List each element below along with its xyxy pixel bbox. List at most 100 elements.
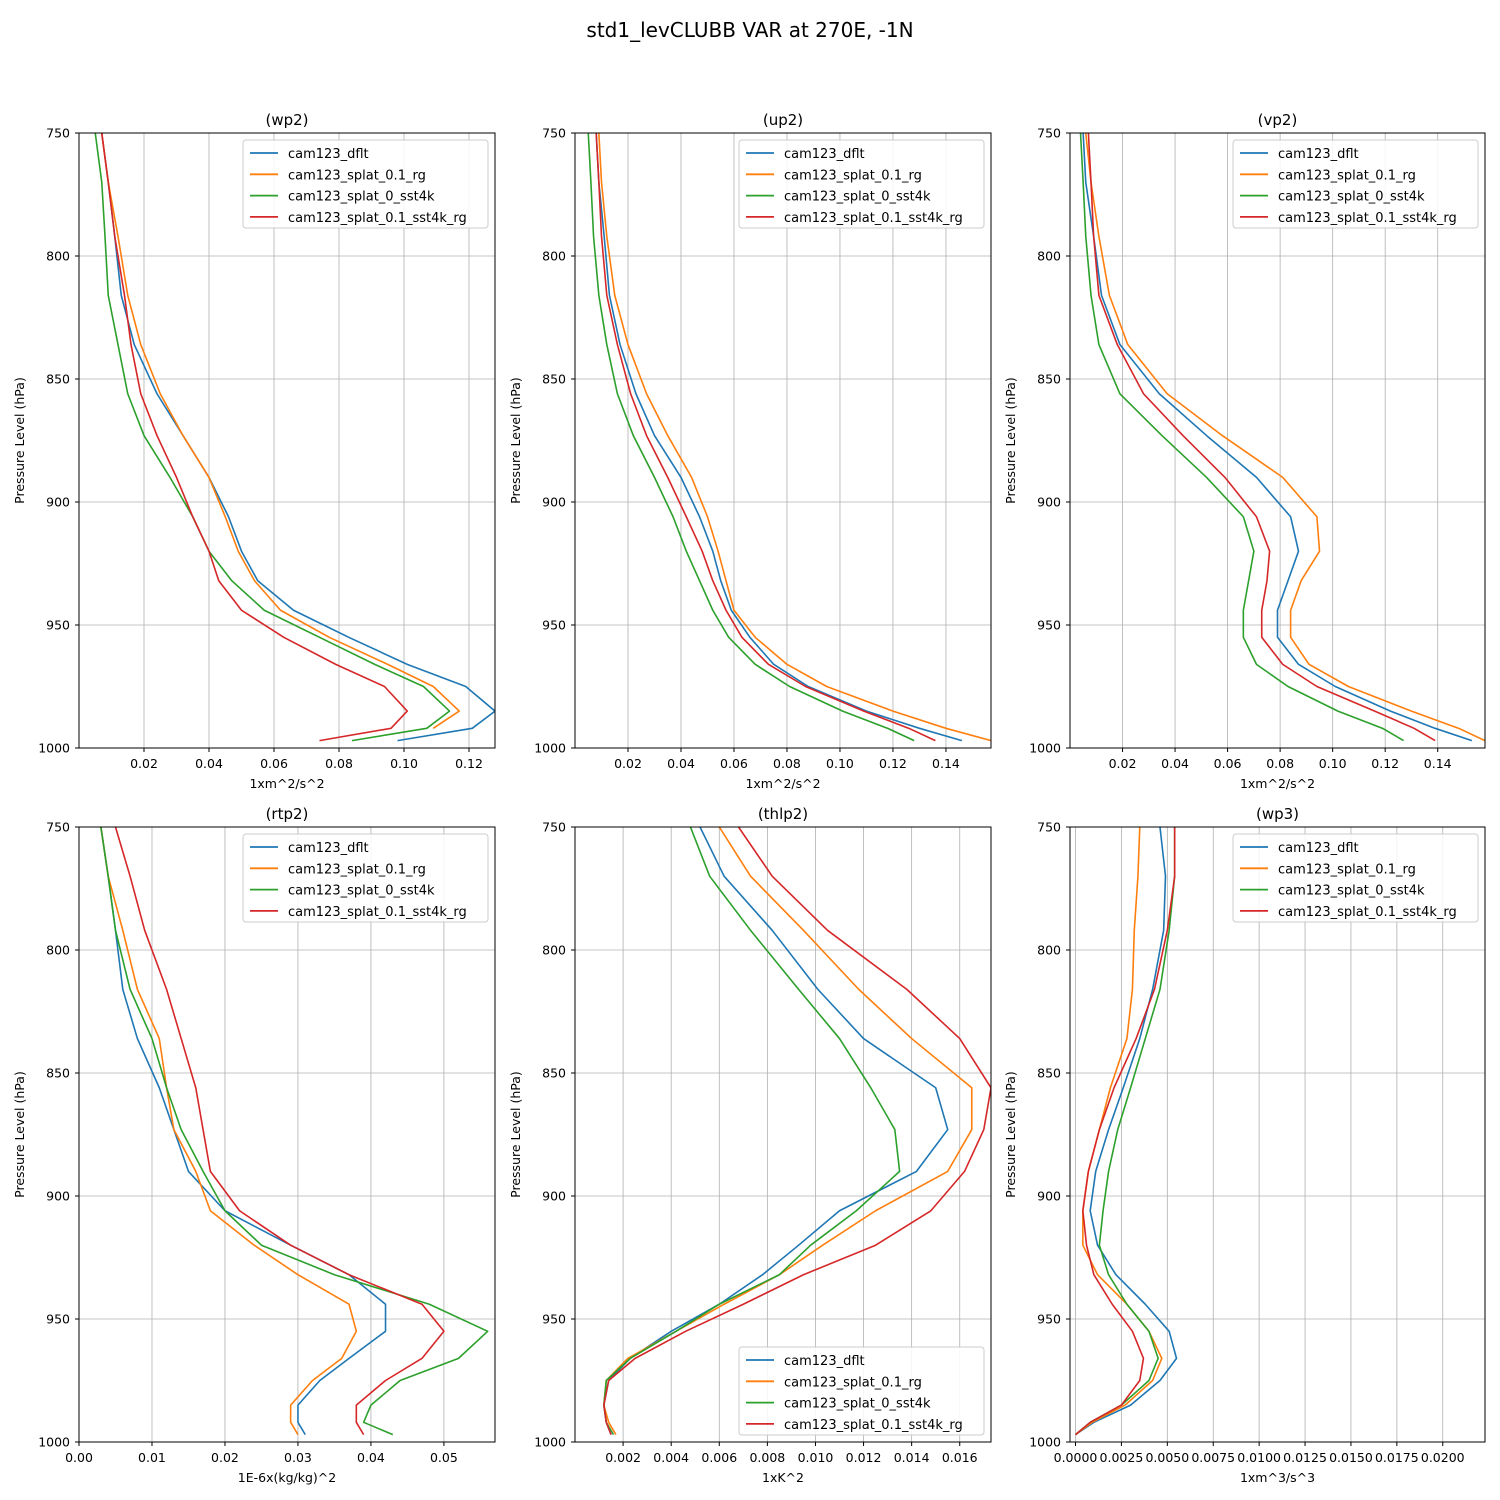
chart-panel-0: 0.02 0.04 0.06 0.08 0.10 0.12 750 800 850 900 950 1… xyxy=(12,111,496,791)
x-tick-label: 0.06 xyxy=(260,756,288,771)
series-lines xyxy=(1074,827,1178,1436)
series-line-cam123_dflt xyxy=(100,827,387,1436)
x-tick-label: 0.14 xyxy=(932,756,960,771)
y-tick-label: 850 xyxy=(542,372,566,387)
legend: cam123_dflt cam123_splat_0.1_rg cam123_spl… xyxy=(738,139,985,229)
series-line-cam123_dflt xyxy=(595,133,963,742)
series-line-cam123_splat_0.1_sst4k_rg xyxy=(1074,827,1176,1436)
y-tick-label: 750 xyxy=(1037,820,1061,835)
series-line-cam123_splat_0.1_rg xyxy=(100,133,461,729)
series-lines xyxy=(587,133,991,742)
y-tick-label: 1000 xyxy=(1029,1435,1061,1450)
y-tick-label: 1000 xyxy=(38,1435,70,1450)
x-tick-label: 0.014 xyxy=(894,1450,930,1465)
y-tick-label: 1000 xyxy=(1029,741,1061,756)
axes-frame xyxy=(1069,826,1486,1443)
series-line-cam123_dflt xyxy=(100,133,495,742)
y-axis-label: Pressure Level (hPa) xyxy=(1003,377,1018,504)
legend-box xyxy=(1232,139,1479,229)
x-tick-label: 0.02 xyxy=(211,1450,239,1465)
legend-label-cam123_splat_0.1_rg: cam123_splat_0.1_rg xyxy=(288,168,426,183)
y-tick-label: 950 xyxy=(46,618,70,633)
x-tick-label: 0.10 xyxy=(826,756,854,771)
legend-box xyxy=(738,139,985,229)
y-axis-label: Pressure Level (hPa) xyxy=(1003,1071,1018,1198)
legend: cam123_dflt cam123_splat_0.1_rg cam123_spl… xyxy=(242,833,489,923)
x-axis-label: 1xK^2 xyxy=(762,1470,804,1485)
y-tick-label: 900 xyxy=(542,495,566,510)
axes-frame xyxy=(78,132,496,749)
series-line-cam123_splat_0.1_rg xyxy=(1084,133,1485,742)
y-tick-label: 800 xyxy=(46,249,70,264)
y-tick-label: 750 xyxy=(1037,126,1061,141)
legend: cam123_dflt cam123_splat_0.1_rg cam123_spl… xyxy=(1232,833,1479,923)
x-tick-label: 0.0000 xyxy=(1054,1450,1098,1465)
panel-title: (up2) xyxy=(763,111,803,129)
y-tick-label: 950 xyxy=(1037,1312,1061,1327)
legend-label-cam123_dflt: cam123_dflt xyxy=(288,147,369,162)
y-tick-label: 950 xyxy=(1037,618,1061,633)
y-tick-label: 850 xyxy=(1037,1066,1061,1081)
y-tick-label: 850 xyxy=(1037,372,1061,387)
x-tick-label: 0.04 xyxy=(195,756,223,771)
panel-title: (vp2) xyxy=(1258,111,1298,129)
legend-label-cam123_splat_0_sst4k: cam123_splat_0_sst4k xyxy=(784,1397,931,1412)
legend-label-cam123_splat_0.1_sst4k_rg: cam123_splat_0.1_sst4k_rg xyxy=(1278,905,1457,920)
legend-label-cam123_splat_0_sst4k: cam123_splat_0_sst4k xyxy=(288,190,435,205)
x-tick-label: 0.04 xyxy=(1161,756,1189,771)
legend: cam123_dflt cam123_splat_0.1_rg cam123_spl… xyxy=(242,139,489,229)
x-axis-label: 1xm^2/s^2 xyxy=(1240,776,1315,791)
series-line-cam123_splat_0_sst4k xyxy=(1074,827,1176,1436)
legend: cam123_dflt cam123_splat_0.1_rg cam123_spl… xyxy=(738,1346,985,1436)
series-lines xyxy=(1079,133,1485,742)
panel-title: (wp3) xyxy=(1256,805,1299,823)
series-lines xyxy=(94,133,495,742)
y-tick-label: 850 xyxy=(542,1066,566,1081)
x-axis-label: 1E-6x(kg/kg)^2 xyxy=(238,1470,336,1485)
x-tick-label: 0.12 xyxy=(455,756,483,771)
series-line-cam123_splat_0.1_sst4k_rg xyxy=(595,133,936,742)
series-line-cam123_splat_0.1_rg xyxy=(598,133,991,742)
x-tick-label: 0.02 xyxy=(614,756,642,771)
x-axis-label: 1xm^2/s^2 xyxy=(745,776,820,791)
y-tick-label: 800 xyxy=(542,249,566,264)
x-tick-label: 0.08 xyxy=(325,756,353,771)
legend-label-cam123_splat_0.1_sst4k_rg: cam123_splat_0.1_sst4k_rg xyxy=(288,905,467,920)
series-line-cam123_splat_0.1_sst4k_rg xyxy=(100,133,409,742)
legend-label-cam123_splat_0.1_rg: cam123_splat_0.1_rg xyxy=(1278,862,1416,877)
y-tick-label: 900 xyxy=(46,1189,70,1204)
y-tick-label: 900 xyxy=(46,495,70,510)
legend-box xyxy=(242,833,489,923)
x-tick-label: 0.006 xyxy=(701,1450,737,1465)
panels-container: 0.02 0.04 0.06 0.08 0.10 0.12 750 800 850 900 950 1… xyxy=(12,111,1486,1485)
x-tick-label: 0.0100 xyxy=(1237,1450,1281,1465)
x-tick-label: 0.10 xyxy=(1319,756,1347,771)
x-tick-label: 0.002 xyxy=(605,1450,641,1465)
x-tick-label: 0.01 xyxy=(138,1450,166,1465)
series-line-cam123_dflt xyxy=(1082,133,1473,742)
x-tick-label: 0.0150 xyxy=(1329,1450,1373,1465)
legend-box xyxy=(738,1346,985,1436)
series-line-cam123_splat_0_sst4k xyxy=(100,827,489,1436)
legend-label-cam123_splat_0.1_rg: cam123_splat_0.1_rg xyxy=(1278,168,1416,183)
x-tick-label: 0.0025 xyxy=(1100,1450,1144,1465)
x-tick-label: 0.04 xyxy=(357,1450,385,1465)
legend-label-cam123_splat_0_sst4k: cam123_splat_0_sst4k xyxy=(1278,884,1425,899)
chart-panel-5: 0.0000 0.0025 0.0050 0.0075 0.0100 0.0125 0.01… xyxy=(1003,805,1486,1485)
legend-label-cam123_dflt: cam123_dflt xyxy=(288,841,369,856)
x-tick-label: 0.02 xyxy=(130,756,158,771)
x-axis-label: 1xm^3/s^3 xyxy=(1240,1470,1315,1485)
series-line-cam123_dflt xyxy=(1075,827,1178,1436)
series-line-cam123_splat_0_sst4k xyxy=(587,133,915,742)
chart-panel-4: 0.002 0.004 0.006 0.008 0.010 0.012 0.014 0.016… xyxy=(508,805,992,1485)
series-line-cam123_splat_0_sst4k xyxy=(1079,133,1404,742)
x-tick-label: 0.008 xyxy=(749,1450,785,1465)
figure-title: std1_levCLUBB VAR at 270E, -1N xyxy=(586,18,913,42)
y-tick-label: 800 xyxy=(542,943,566,958)
panel-title: (thlp2) xyxy=(758,805,808,823)
legend-box xyxy=(1232,833,1479,923)
series-line-cam123_splat_0.1_rg xyxy=(1075,827,1163,1436)
x-tick-label: 0.06 xyxy=(1214,756,1242,771)
y-tick-label: 800 xyxy=(1037,249,1061,264)
